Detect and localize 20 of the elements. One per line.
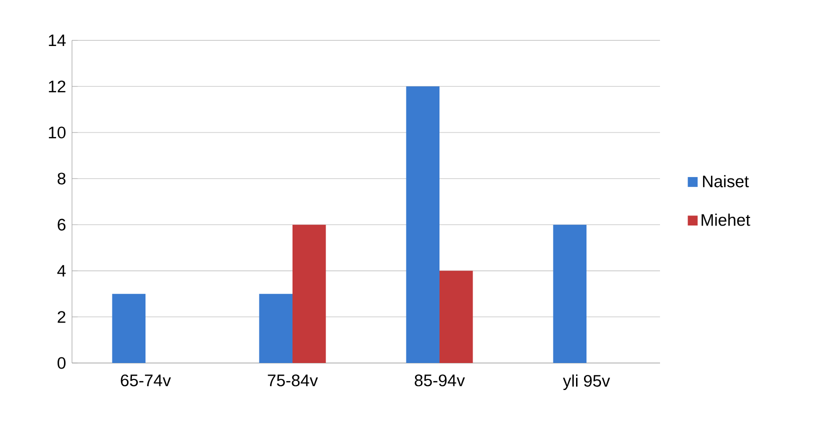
bar: [440, 270, 473, 363]
bar: [406, 86, 440, 363]
bar: [112, 294, 146, 363]
y-tick-label: 0: [58, 357, 66, 369]
y-tick-label: 10: [48, 126, 66, 138]
bar: [259, 294, 292, 363]
legend-label: Miehet: [702, 214, 750, 226]
y-tick-label: 6: [58, 218, 66, 231]
bar: [553, 224, 586, 363]
x-tick-label: 85-94v: [414, 374, 465, 386]
x-tick-label: yli 95v: [562, 374, 610, 390]
bar: [292, 224, 326, 363]
y-tick-label: 8: [58, 172, 66, 185]
y-tick-label: 14: [48, 34, 66, 46]
y-tick-label: 2: [58, 311, 66, 323]
x-tick-label: 75-84v: [268, 374, 318, 386]
legend-label: Naiset: [703, 175, 749, 188]
x-tick-label: 65-74v: [120, 374, 171, 386]
y-tick-label: 12: [48, 80, 66, 92]
y-tick-label: 4: [57, 265, 66, 277]
